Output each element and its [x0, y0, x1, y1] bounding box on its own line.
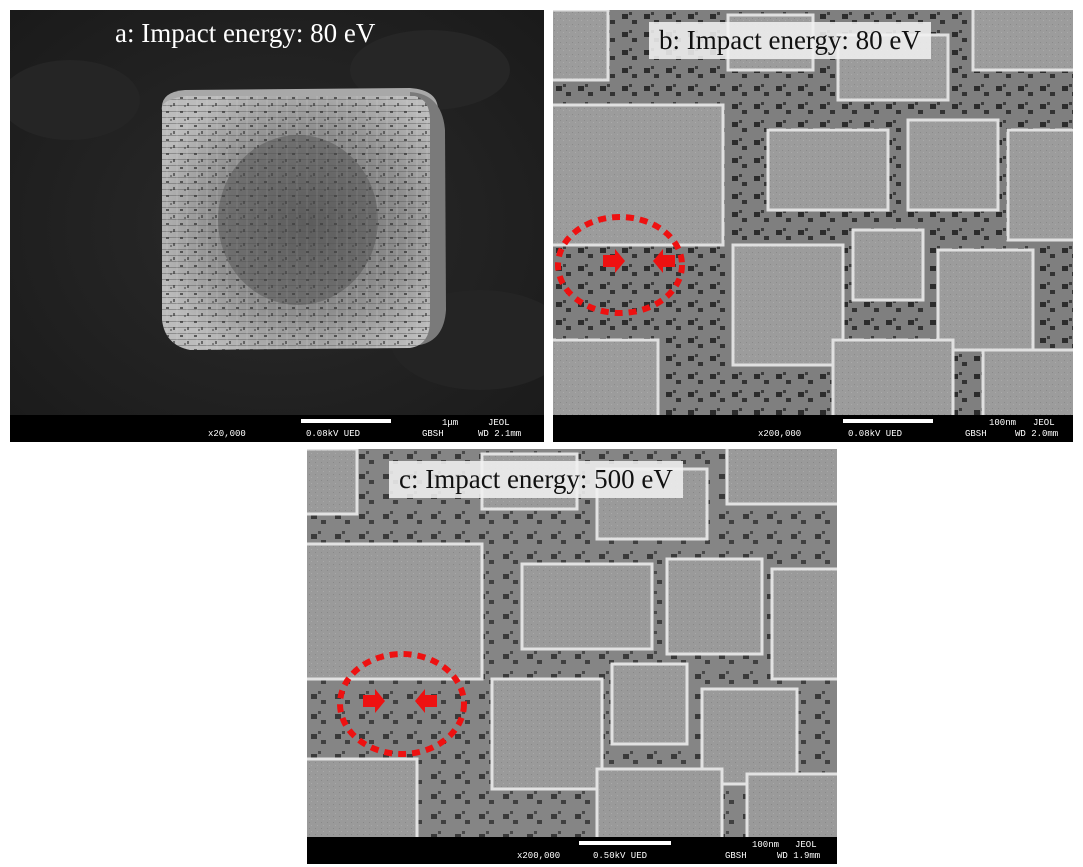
- sem-info-bar: x200,000 0.50kV UED 100nm JEOL GBSH WD 1…: [307, 837, 837, 864]
- arrow-right-icon: [603, 249, 625, 273]
- sem-info-bar: x200,000 0.08kV UED 100nm JEOL GBSH WD 2…: [553, 415, 1073, 442]
- sem-image-a: [10, 10, 544, 442]
- working-distance-label: WD 2.1mm: [478, 429, 522, 439]
- sem-image-panel-c: c: Impact energy: 500 eV x200,000 0.50kV…: [307, 449, 837, 864]
- arrow-left-icon: [415, 689, 437, 713]
- sem-image-panel-b: b: Impact energy: 80 eV x200,000 0.08kV …: [553, 10, 1073, 442]
- panel-caption: c: Impact energy: 500 eV: [389, 461, 683, 498]
- voltage-detector-label: 0.08kV UED: [848, 429, 903, 439]
- scale-label: 100nm: [989, 418, 1017, 428]
- working-distance-label: WD 2.0mm: [1015, 429, 1059, 439]
- scale-bar: [301, 419, 391, 423]
- panel-caption: b: Impact energy: 80 eV: [649, 22, 931, 59]
- sem-image-b: [553, 10, 1073, 442]
- site-label: GBSH: [725, 851, 747, 861]
- arrow-right-icon: [363, 689, 385, 713]
- scale-bar: [843, 419, 933, 423]
- brand-label: JEOL: [1033, 418, 1055, 428]
- highlight-circle: [337, 651, 467, 757]
- magnification-label: x200,000: [517, 851, 561, 861]
- voltage-detector-label: 0.08kV UED: [306, 429, 361, 439]
- brand-label: JEOL: [795, 840, 817, 850]
- arrow-left-icon: [653, 249, 675, 273]
- scale-label: 1μm: [442, 418, 459, 428]
- highlight-circle: [555, 214, 685, 316]
- sem-info-bar: x20,000 0.08kV UED 1μm JEOL GBSH WD 2.1m…: [10, 415, 544, 442]
- panel-caption: a: Impact energy: 80 eV: [115, 18, 376, 48]
- site-label: GBSH: [965, 429, 987, 439]
- scale-bar: [579, 841, 671, 845]
- sem-image-panel-a: a: Impact energy: 80 eV x20,000 0.08kV U…: [10, 10, 544, 442]
- magnification-label: x20,000: [208, 429, 246, 439]
- brand-label: JEOL: [488, 418, 510, 428]
- site-label: GBSH: [422, 429, 444, 439]
- scale-label: 100nm: [752, 840, 780, 850]
- sem-image-c: [307, 449, 837, 864]
- working-distance-label: WD 1.9mm: [777, 851, 821, 861]
- voltage-detector-label: 0.50kV UED: [593, 851, 648, 861]
- magnification-label: x200,000: [758, 429, 802, 439]
